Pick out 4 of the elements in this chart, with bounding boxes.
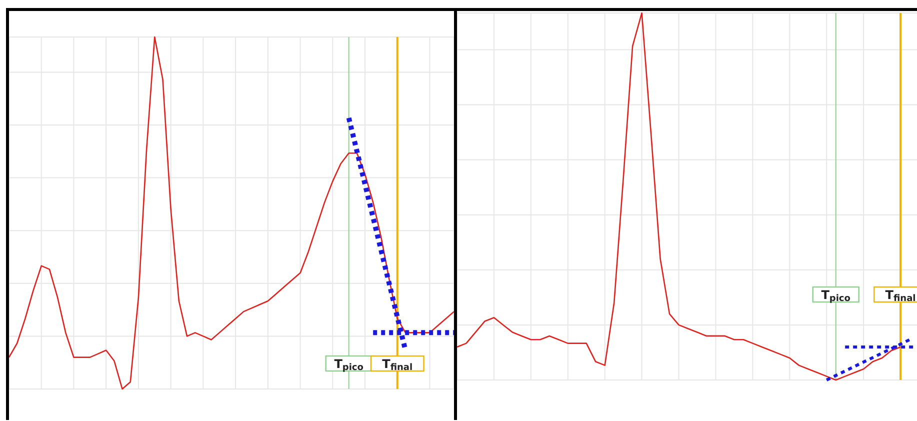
text: T$_{final}$ bbox=[885, 288, 916, 304]
category-label: T$_{final}$ bbox=[382, 357, 413, 373]
text: T$_{pico}$ bbox=[821, 288, 850, 304]
category-label: T$_{pico}$ bbox=[334, 357, 364, 373]
